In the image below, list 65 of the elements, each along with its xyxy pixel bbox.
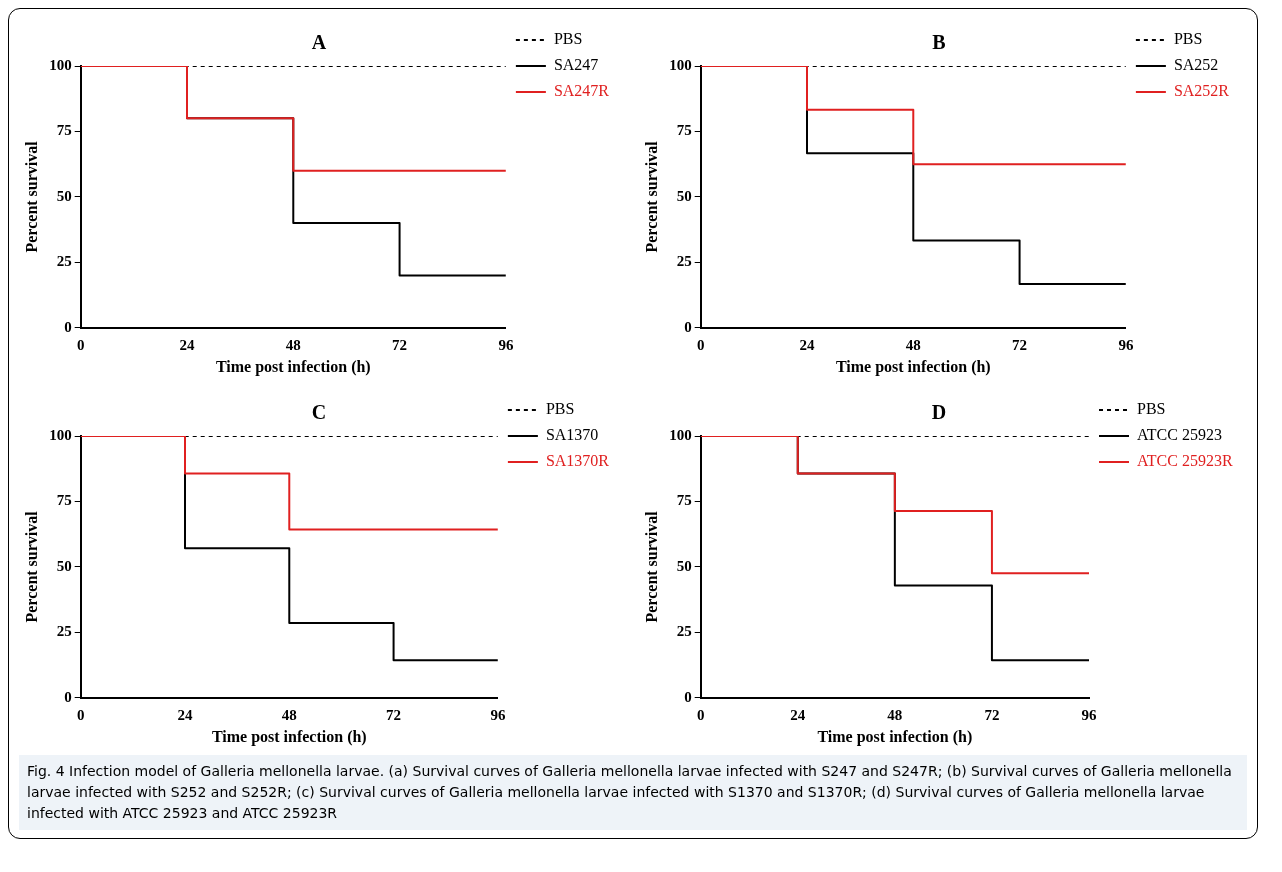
y-tick-label: 100 bbox=[669, 426, 692, 443]
legend-label: SA247R bbox=[553, 82, 610, 100]
y-tick-label: 0 bbox=[64, 688, 72, 705]
chart-title: C bbox=[311, 401, 327, 424]
y-tick-label: 0 bbox=[684, 318, 692, 335]
x-axis-title: Time post infection (h) bbox=[215, 357, 371, 376]
legend-label: SA252 bbox=[1173, 56, 1219, 74]
y-tick-label: 50 bbox=[676, 557, 692, 574]
y-tick-label: 25 bbox=[56, 253, 72, 270]
chart-title: A bbox=[311, 31, 327, 54]
y-tick-label: 100 bbox=[669, 56, 692, 73]
x-axis-title: Time post infection (h) bbox=[817, 727, 973, 746]
x-tick-label: 96 bbox=[1081, 706, 1097, 723]
x-axis-title: Time post infection (h) bbox=[835, 357, 991, 376]
y-tick-label: 25 bbox=[676, 253, 692, 270]
y-tick-label: 25 bbox=[56, 623, 72, 640]
y-tick-label: 100 bbox=[49, 426, 72, 443]
x-tick-label: 48 bbox=[281, 706, 297, 723]
y-axis-title: Percent survival bbox=[642, 510, 660, 623]
x-tick-label: 96 bbox=[490, 706, 506, 723]
x-tick-label: 96 bbox=[1118, 336, 1134, 353]
legend-label: PBS bbox=[1137, 400, 1166, 418]
x-tick-label: 24 bbox=[179, 336, 195, 353]
x-tick-label: 0 bbox=[76, 706, 85, 723]
legend-label: PBS bbox=[545, 400, 575, 418]
y-tick-label: 75 bbox=[676, 122, 692, 139]
x-tick-label: 72 bbox=[984, 706, 1000, 723]
x-tick-label: 0 bbox=[696, 706, 705, 723]
y-tick-label: 50 bbox=[56, 557, 72, 574]
legend-label: SA1370R bbox=[545, 452, 610, 470]
x-tick-label: 0 bbox=[696, 336, 705, 353]
legend-label: SA1370 bbox=[545, 426, 599, 444]
x-tick-label: 0 bbox=[76, 336, 85, 353]
y-tick-label: 75 bbox=[56, 122, 72, 139]
x-tick-label: 48 bbox=[285, 336, 301, 353]
x-tick-label: 48 bbox=[887, 706, 903, 723]
y-tick-label: 50 bbox=[676, 187, 692, 204]
legend-label: SA252R bbox=[1173, 82, 1230, 100]
y-tick-label: 75 bbox=[676, 492, 692, 509]
x-tick-label: 72 bbox=[386, 706, 402, 723]
legend-label: PBS bbox=[553, 30, 583, 48]
caption: Fig. 4 Infection model of Galleria mellonella larvae. (a) Survival curves of Galleria mellonella larvae infected with S247 and S247R; (b) Survival curves of Galleria mellonella larvae infected with S252 and S252R; (c) Survival curves of Galleria mellonella larvae infected with S1370 and S1370R; (d) Survival curves of Galleria mellonella larvae infected with ATCC 25923 and ATCC 25923R bbox=[19, 755, 1247, 830]
y-tick-label: 50 bbox=[56, 187, 72, 204]
legend-label: ATCC 25923R bbox=[1137, 452, 1233, 470]
y-tick-label: 100 bbox=[49, 56, 72, 73]
y-axis-title: Percent survival bbox=[22, 510, 40, 623]
x-tick-label: 24 bbox=[799, 336, 815, 353]
legend-label: SA247 bbox=[553, 56, 599, 74]
x-tick-label: 72 bbox=[392, 336, 408, 353]
chart-title: D bbox=[931, 401, 947, 424]
y-tick-label: 0 bbox=[64, 318, 72, 335]
chart-title: B bbox=[932, 31, 946, 54]
x-tick-label: 72 bbox=[1012, 336, 1028, 353]
x-tick-label: 24 bbox=[177, 706, 193, 723]
y-axis-title: Percent survival bbox=[22, 140, 40, 253]
x-tick-label: 96 bbox=[498, 336, 514, 353]
x-axis-title: Time post infection (h) bbox=[211, 727, 367, 746]
y-axis-title: Percent survival bbox=[642, 140, 660, 253]
x-tick-label: 48 bbox=[905, 336, 921, 353]
y-tick-label: 25 bbox=[676, 623, 692, 640]
legend-label: PBS bbox=[1173, 30, 1203, 48]
y-tick-label: 0 bbox=[684, 688, 692, 705]
legend-label: ATCC 25923 bbox=[1137, 426, 1222, 444]
y-tick-label: 75 bbox=[56, 492, 72, 509]
x-tick-label: 24 bbox=[790, 706, 806, 723]
